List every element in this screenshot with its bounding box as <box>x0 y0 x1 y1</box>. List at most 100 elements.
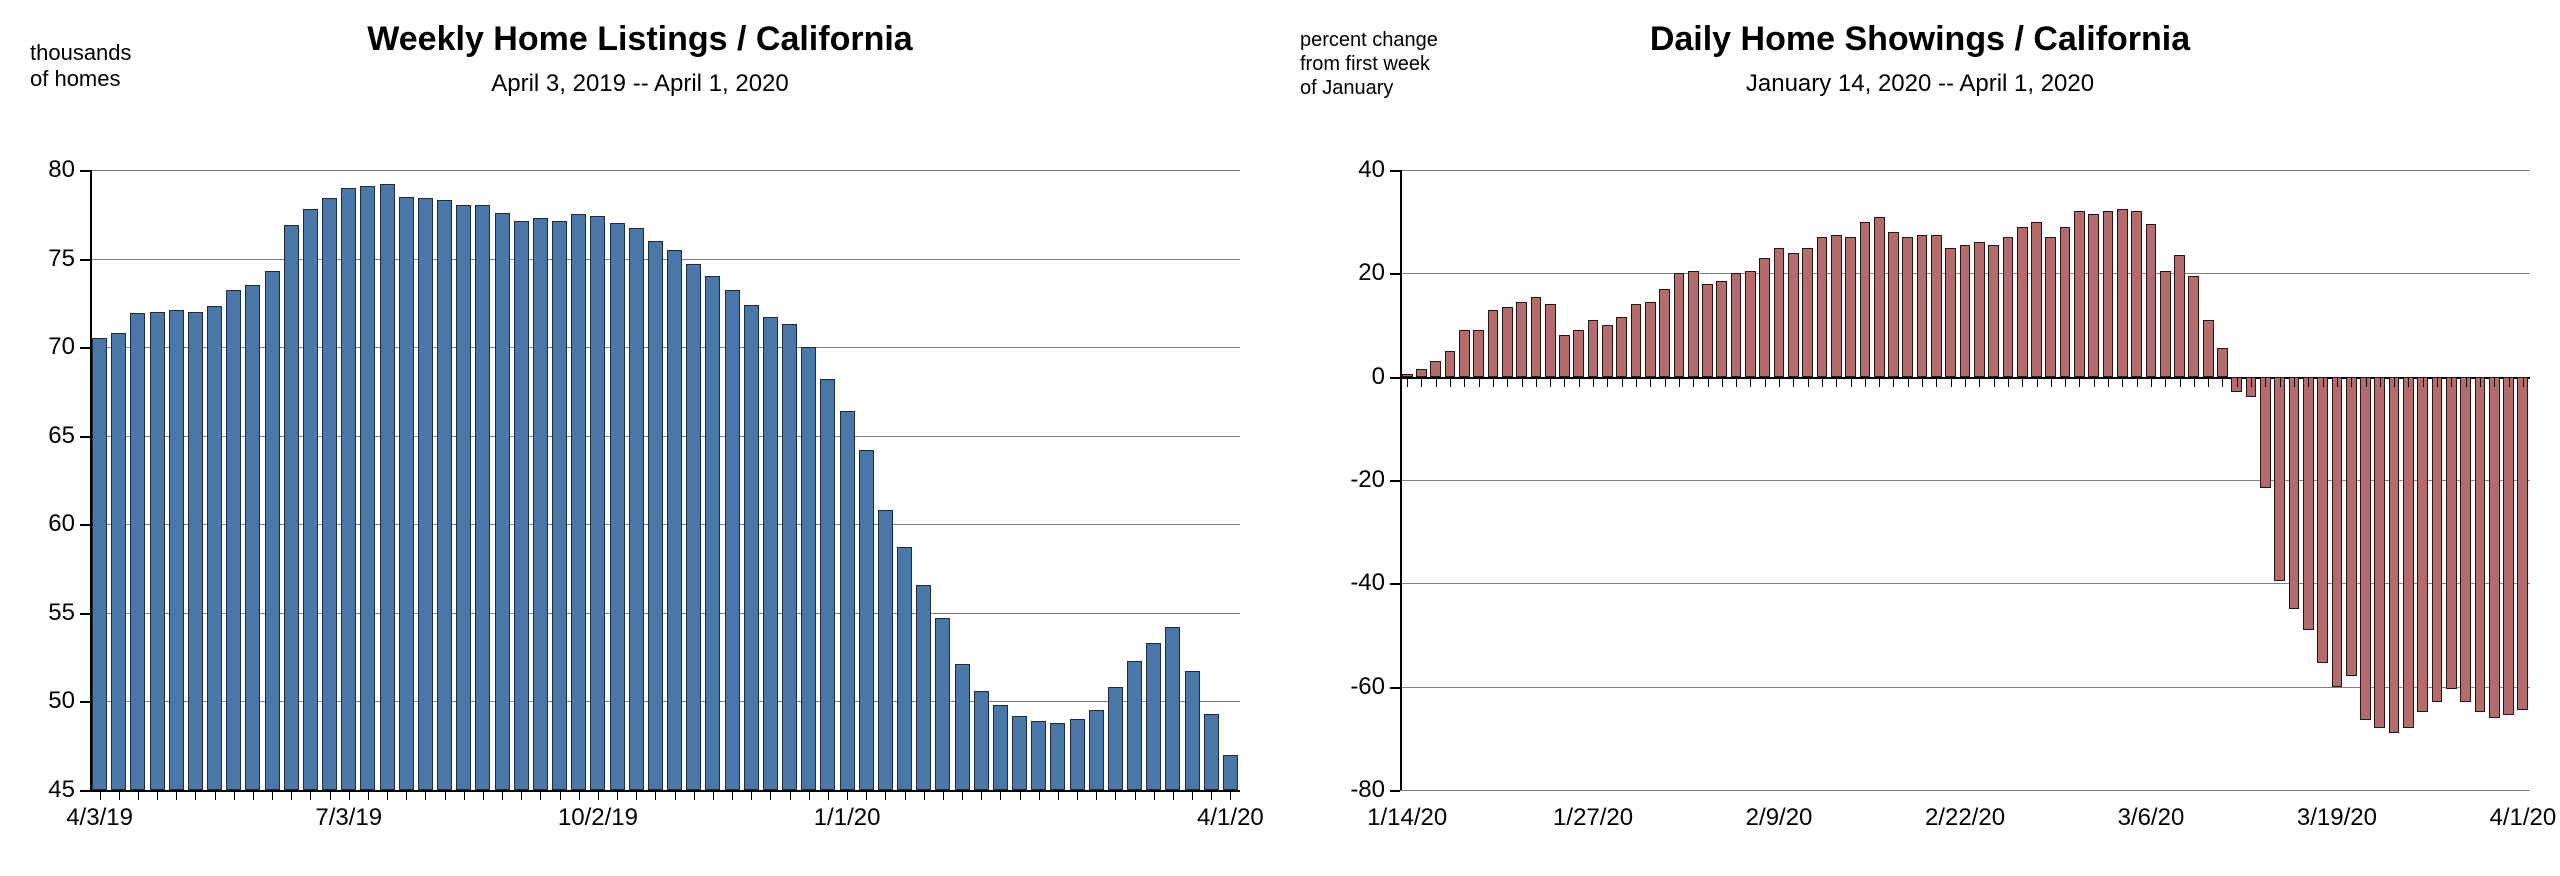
x-tick-minor <box>598 790 599 800</box>
bar <box>1759 258 1770 377</box>
bar <box>475 205 490 790</box>
bar <box>2160 271 2171 377</box>
bar <box>2460 377 2471 703</box>
bar <box>1185 671 1200 790</box>
bar <box>1089 710 1104 790</box>
x-tick-minor <box>1173 790 1174 800</box>
bar <box>1070 719 1085 790</box>
x-tick-minor <box>1450 377 1451 387</box>
x-tick-minor <box>2051 377 2052 387</box>
bar <box>1050 723 1065 790</box>
x-tick-minor <box>387 790 388 800</box>
x-tick-label: 3/6/20 <box>2118 804 2185 832</box>
y-tick <box>80 701 90 703</box>
bar <box>2475 377 2486 713</box>
x-tick-minor <box>2079 377 2080 387</box>
x-tick-minor <box>138 790 139 800</box>
x-tick-label: 2/9/20 <box>1746 804 1813 832</box>
x-tick-minor <box>1407 377 1408 387</box>
bar <box>2374 377 2385 728</box>
x-tick-minor <box>1951 377 1952 387</box>
x-tick-minor <box>2037 377 2038 387</box>
bar <box>763 317 778 790</box>
bar <box>341 188 356 790</box>
bar <box>1531 297 1542 377</box>
y-tick-label: -80 <box>1330 776 1385 804</box>
bar <box>1874 217 1885 377</box>
gridline <box>90 701 1240 702</box>
bar <box>935 618 950 790</box>
gridline <box>90 613 1240 614</box>
bar <box>571 214 586 790</box>
x-tick-minor <box>2308 377 2309 387</box>
bar <box>974 691 989 790</box>
x-tick-minor <box>1736 377 1737 387</box>
left-plot-area: 45505560657075804/3/197/3/1910/2/191/1/2… <box>90 170 1240 790</box>
x-tick-minor <box>157 790 158 800</box>
x-tick-minor <box>2151 377 2152 387</box>
baseline <box>90 790 1240 792</box>
x-tick-minor <box>1154 790 1155 800</box>
x-tick-minor <box>2008 377 2009 387</box>
bar <box>2174 255 2185 376</box>
x-tick-minor <box>119 790 120 800</box>
x-tick-minor <box>579 790 580 800</box>
bar <box>1860 222 1871 377</box>
x-tick-minor <box>751 790 752 800</box>
bar <box>399 197 414 790</box>
y-tick-label: 45 <box>20 776 75 804</box>
x-tick-minor <box>483 790 484 800</box>
x-tick-minor <box>905 790 906 800</box>
x-tick-minor <box>1994 377 1995 387</box>
x-tick-minor <box>215 790 216 800</box>
x-tick-label: 1/1/20 <box>814 804 881 832</box>
x-tick-minor <box>2523 377 2524 387</box>
x-tick-minor <box>445 790 446 800</box>
bar <box>1945 248 1956 377</box>
bar <box>1688 271 1699 377</box>
x-tick-minor <box>234 790 235 800</box>
gridline <box>90 524 1240 525</box>
x-tick-minor <box>694 790 695 800</box>
bar <box>1602 325 1613 377</box>
x-tick-minor <box>790 790 791 800</box>
x-tick-minor <box>291 790 292 800</box>
x-tick-minor <box>1650 377 1651 387</box>
x-tick-minor <box>1793 377 1794 387</box>
x-tick-minor <box>1421 377 1422 387</box>
x-tick-minor <box>1000 790 1001 800</box>
bar <box>226 290 241 790</box>
bar <box>1588 320 1599 377</box>
bar <box>2088 214 2099 377</box>
bar <box>1445 351 1456 377</box>
y-tick <box>80 524 90 526</box>
x-tick-minor <box>1192 790 1193 800</box>
x-tick-minor <box>1436 377 1437 387</box>
x-tick-minor <box>310 790 311 800</box>
y-tick-label: 0 <box>1330 363 1385 391</box>
bar <box>590 216 605 790</box>
x-tick-minor <box>1636 377 1637 387</box>
bar <box>1127 661 1142 790</box>
x-tick-minor <box>2509 377 2510 387</box>
bar <box>1888 232 1899 377</box>
bar <box>610 223 625 790</box>
bar <box>1031 721 1046 790</box>
x-tick-minor <box>1979 377 1980 387</box>
bar <box>1960 245 1971 377</box>
left-chart-panel: Weekly Home Listings / California April … <box>0 0 1280 876</box>
bar <box>130 313 145 790</box>
bar <box>552 221 567 790</box>
bar <box>2060 227 2071 377</box>
bar <box>2017 227 2028 377</box>
x-tick-minor <box>1965 377 1966 387</box>
x-tick-label: 4/3/19 <box>66 804 133 832</box>
y-tick <box>1390 273 1400 275</box>
bar <box>955 664 970 790</box>
x-tick-minor <box>1836 377 1837 387</box>
x-tick-minor <box>2323 377 2324 387</box>
x-tick-minor <box>1579 377 1580 387</box>
bar <box>2332 377 2343 687</box>
bar <box>1516 302 1527 377</box>
bar <box>514 221 529 790</box>
